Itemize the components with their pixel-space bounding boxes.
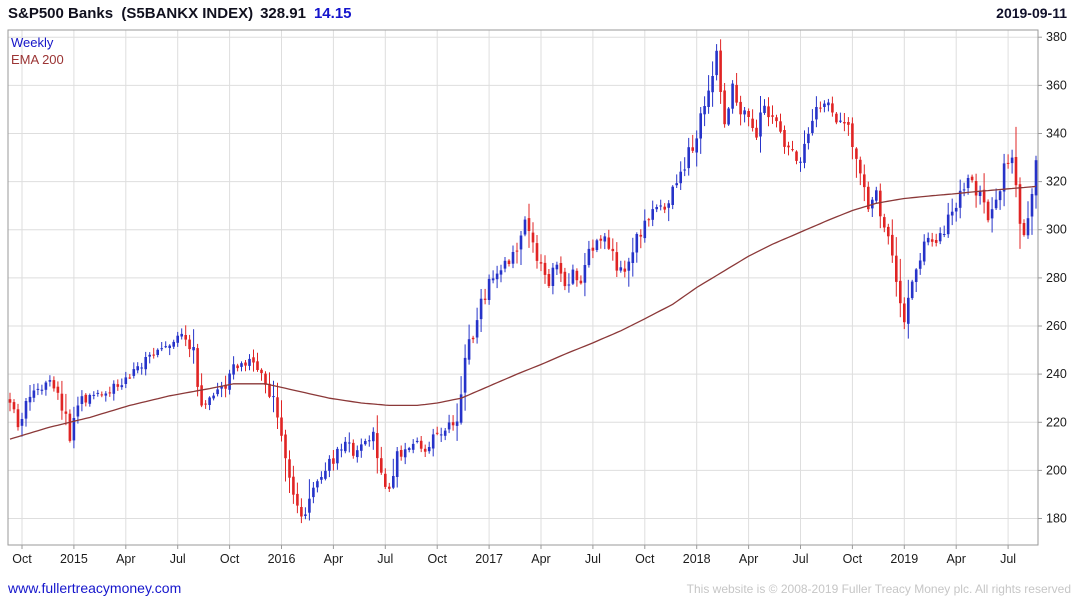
copyright-text: This website is © 2008-2019 Fuller Treac… [686, 582, 1071, 596]
svg-text:Apr: Apr [324, 552, 343, 566]
svg-text:Jul: Jul [793, 552, 809, 566]
svg-text:Jul: Jul [585, 552, 601, 566]
svg-text:2018: 2018 [683, 552, 711, 566]
svg-text:280: 280 [1046, 271, 1067, 285]
svg-text:Apr: Apr [946, 552, 965, 566]
svg-text:340: 340 [1046, 127, 1067, 141]
svg-text:Apr: Apr [116, 552, 135, 566]
svg-text:2016: 2016 [268, 552, 296, 566]
price-change: 14.15 [313, 5, 352, 22]
chart-header: S&P500 Banks (S5BANKX INDEX) 328.91 14.1… [8, 5, 1067, 22]
svg-text:380: 380 [1046, 30, 1067, 44]
svg-text:Oct: Oct [220, 552, 240, 566]
svg-text:240: 240 [1046, 367, 1067, 381]
legend-ema-200: EMA 200 [11, 52, 64, 67]
page-footer: www.fullertreacymoney.com This website i… [8, 580, 1071, 596]
svg-text:2015: 2015 [60, 552, 88, 566]
svg-text:Jul: Jul [170, 552, 186, 566]
svg-text:Apr: Apr [531, 552, 550, 566]
svg-text:2017: 2017 [475, 552, 503, 566]
chart-title: S&P500 Banks (S5BANKX INDEX) [8, 5, 254, 22]
legend-timeframe: Weekly [11, 35, 54, 50]
svg-text:Apr: Apr [739, 552, 758, 566]
svg-text:360: 360 [1046, 78, 1067, 92]
svg-text:Oct: Oct [635, 552, 655, 566]
svg-text:200: 200 [1046, 463, 1067, 477]
svg-text:320: 320 [1046, 175, 1067, 189]
last-price: 328.91 [260, 5, 306, 22]
svg-text:Oct: Oct [843, 552, 863, 566]
svg-text:300: 300 [1046, 223, 1067, 237]
svg-text:220: 220 [1046, 415, 1067, 429]
svg-text:Jul: Jul [377, 552, 393, 566]
svg-text:Jul: Jul [1000, 552, 1016, 566]
chart-legend: Weekly EMA 200 [11, 34, 64, 68]
candlestick-chart: 180 200 220 240 260 280 300 320 340 360 380 Oct 2015… [7, 29, 1067, 566]
svg-text:Oct: Oct [427, 552, 447, 566]
svg-text:2019: 2019 [890, 552, 918, 566]
svg-text:260: 260 [1046, 319, 1067, 333]
site-link[interactable]: www.fullertreacymoney.com [8, 580, 182, 596]
svg-text:180: 180 [1046, 512, 1067, 526]
svg-text:Oct: Oct [12, 552, 32, 566]
as-of-date: 2019-09-11 [996, 5, 1067, 21]
